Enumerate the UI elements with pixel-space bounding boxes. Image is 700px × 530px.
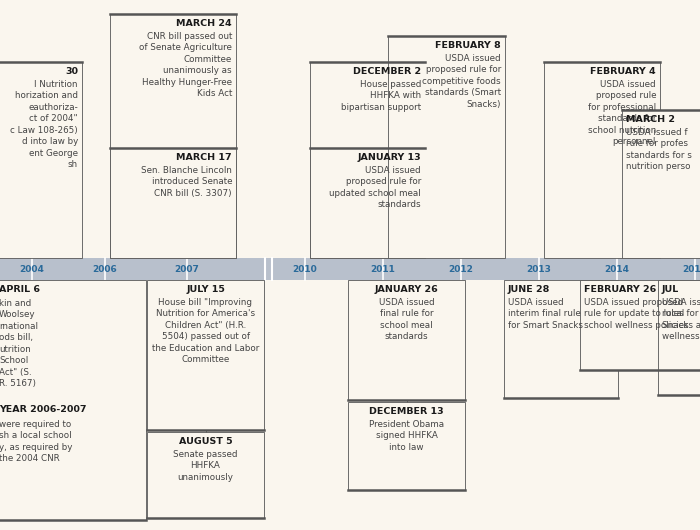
Text: were required to
sh a local school
y, as required by
the 2004 CNR: were required to sh a local school y, as… [0,420,72,463]
Text: 2013: 2013 [526,264,552,273]
Text: l Nutrition
horization and
eauthoriza-
ct of 2004"
c Law 108-265)
d into law by
: l Nutrition horization and eauthoriza- c… [10,80,78,169]
Bar [110,148,236,258]
Text: CNR bill passed out
of Senate Agriculture
Committee
unanimously as
Healthy Hunge: CNR bill passed out of Senate Agricultur… [139,32,232,98]
Text: 2006: 2006 [92,264,118,273]
Text: 2015: 2015 [682,264,700,273]
Text: JULY 15: JULY 15 [186,285,225,294]
Bar [544,62,660,258]
Bar [388,36,505,258]
Bar [658,280,700,395]
Text: JANUARY 13: JANUARY 13 [358,153,421,162]
Text: USDA issued
rules for S
Snacks and
wellness po: USDA issued rules for S Snacks and welln… [662,298,700,341]
Bar [0,62,82,258]
Text: kin and
Woolsey
rnational
ods bill,
utrition
School
Act" (S.
R. 5167): kin and Woolsey rnational ods bill, utri… [0,299,38,388]
Text: USDA issued
proposed rule for
competitive foods
standards (Smart
Snacks): USDA issued proposed rule for competitiv… [422,54,501,109]
Text: USDA issued
proposed rule
for professional
standards for
school nutrition
person: USDA issued proposed rule for profession… [588,80,656,146]
Text: YEAR 2006-2007: YEAR 2006-2007 [0,405,87,414]
Text: MARCH 24: MARCH 24 [176,19,232,28]
Bar [0,258,700,280]
Text: 30: 30 [65,67,78,76]
Text: USDA issued
proposed rule for
updated school meal
standards: USDA issued proposed rule for updated sc… [329,166,421,209]
Text: USDA issued
final rule for
school meal
standards: USDA issued final rule for school meal s… [379,298,434,341]
Bar [580,280,700,370]
Text: President Obama
signed HHFKA
into law: President Obama signed HHFKA into law [369,420,444,452]
Text: MARCH 17: MARCH 17 [176,153,232,162]
Text: 2012: 2012 [449,264,473,273]
Bar [348,402,465,490]
Text: AUGUST 5: AUGUST 5 [178,437,232,446]
Bar [147,432,264,518]
Text: FEBRUARY 8: FEBRUARY 8 [435,41,501,50]
Bar [622,110,700,258]
Text: USDA issued f
rule for profes
standards for s
nutrition perso: USDA issued f rule for profes standards … [626,128,692,171]
Text: 2007: 2007 [174,264,200,273]
Text: House passed
HHFKA with
bipartisan support: House passed HHFKA with bipartisan suppo… [341,80,421,112]
Text: USDA issued proposed
rule for update to local
school wellness policies: USDA issued proposed rule for update to … [584,298,689,330]
Text: FEBRUARY 4: FEBRUARY 4 [590,67,656,76]
Text: MARCH 2: MARCH 2 [626,115,675,124]
Text: 2011: 2011 [370,264,395,273]
Text: Senate passed
HHFKA
unanimously: Senate passed HHFKA unanimously [174,450,238,482]
Text: APRIL 6: APRIL 6 [0,285,40,294]
Text: House bill "Improving
Nutrition for America's
Children Act" (H.R.
5504) passed o: House bill "Improving Nutrition for Amer… [152,298,259,364]
Text: DECEMBER 13: DECEMBER 13 [369,407,444,416]
Text: JUL: JUL [662,285,679,294]
Text: USDA issued
interim final rule
for Smart Snacks: USDA issued interim final rule for Smart… [508,298,583,330]
Text: Sen. Blanche Lincoln
introduced Senate
CNR bill (S. 3307): Sen. Blanche Lincoln introduced Senate C… [141,166,232,198]
Text: FEBRUARY 26: FEBRUARY 26 [584,285,657,294]
Bar [110,14,236,258]
Bar [310,62,425,258]
Text: 2014: 2014 [605,264,629,273]
Bar [147,280,264,430]
Text: JANUARY 26: JANUARY 26 [374,285,438,294]
Bar [0,280,146,520]
Text: 2010: 2010 [293,264,317,273]
Text: DECEMBER 2: DECEMBER 2 [353,67,421,76]
Bar [504,280,618,398]
Bar [310,148,425,258]
Text: 2004: 2004 [20,264,44,273]
Bar [348,280,465,400]
Text: JUNE 28: JUNE 28 [508,285,550,294]
